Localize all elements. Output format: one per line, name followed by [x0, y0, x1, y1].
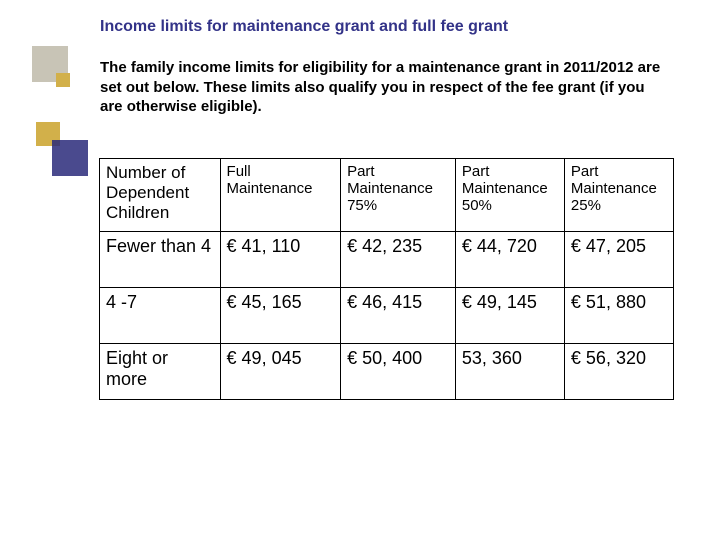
- table-header-cell: Full Maintenance: [220, 159, 341, 232]
- table-cell: € 44, 720: [455, 232, 564, 288]
- table-cell: € 47, 205: [564, 232, 673, 288]
- table-cell: Eight or more: [100, 344, 221, 400]
- accent-squares: [0, 0, 100, 160]
- table-cell: € 51, 880: [564, 288, 673, 344]
- table-cell: € 45, 165: [220, 288, 341, 344]
- income-limits-table: Number of Dependent Children Full Mainte…: [99, 158, 674, 400]
- table-header-cell: Part Maintenance 75%: [341, 159, 456, 232]
- table-cell: 4 -7: [100, 288, 221, 344]
- table-header-row: Number of Dependent Children Full Mainte…: [100, 159, 674, 232]
- table-cell: Fewer than 4: [100, 232, 221, 288]
- table-cell: € 49, 145: [455, 288, 564, 344]
- accent-square-navy: [52, 140, 88, 176]
- table-cell: € 41, 110: [220, 232, 341, 288]
- slide: Income limits for maintenance grant and …: [0, 0, 720, 540]
- table-row: Eight or more € 49, 045 € 50, 400 53, 36…: [100, 344, 674, 400]
- slide-body-text: The family income limits for eligibility…: [100, 58, 670, 117]
- table-cell: € 56, 320: [564, 344, 673, 400]
- table-cell: 53, 360: [455, 344, 564, 400]
- table-cell: € 50, 400: [341, 344, 456, 400]
- accent-square-gold-med: [36, 122, 60, 146]
- slide-title: Income limits for maintenance grant and …: [100, 18, 660, 36]
- table-header-cell: Part Maintenance 50%: [455, 159, 564, 232]
- table-header-cell: Number of Dependent Children: [100, 159, 221, 232]
- table-row: 4 -7 € 45, 165 € 46, 415 € 49, 145 € 51,…: [100, 288, 674, 344]
- table-cell: € 42, 235: [341, 232, 456, 288]
- table-header-cell: Part Maintenance 25%: [564, 159, 673, 232]
- accent-square-gold-small: [56, 73, 70, 87]
- table: Number of Dependent Children Full Mainte…: [99, 158, 674, 400]
- table-cell: € 49, 045: [220, 344, 341, 400]
- table-cell: € 46, 415: [341, 288, 456, 344]
- table-row: Fewer than 4 € 41, 110 € 42, 235 € 44, 7…: [100, 232, 674, 288]
- accent-square-gray: [32, 46, 68, 82]
